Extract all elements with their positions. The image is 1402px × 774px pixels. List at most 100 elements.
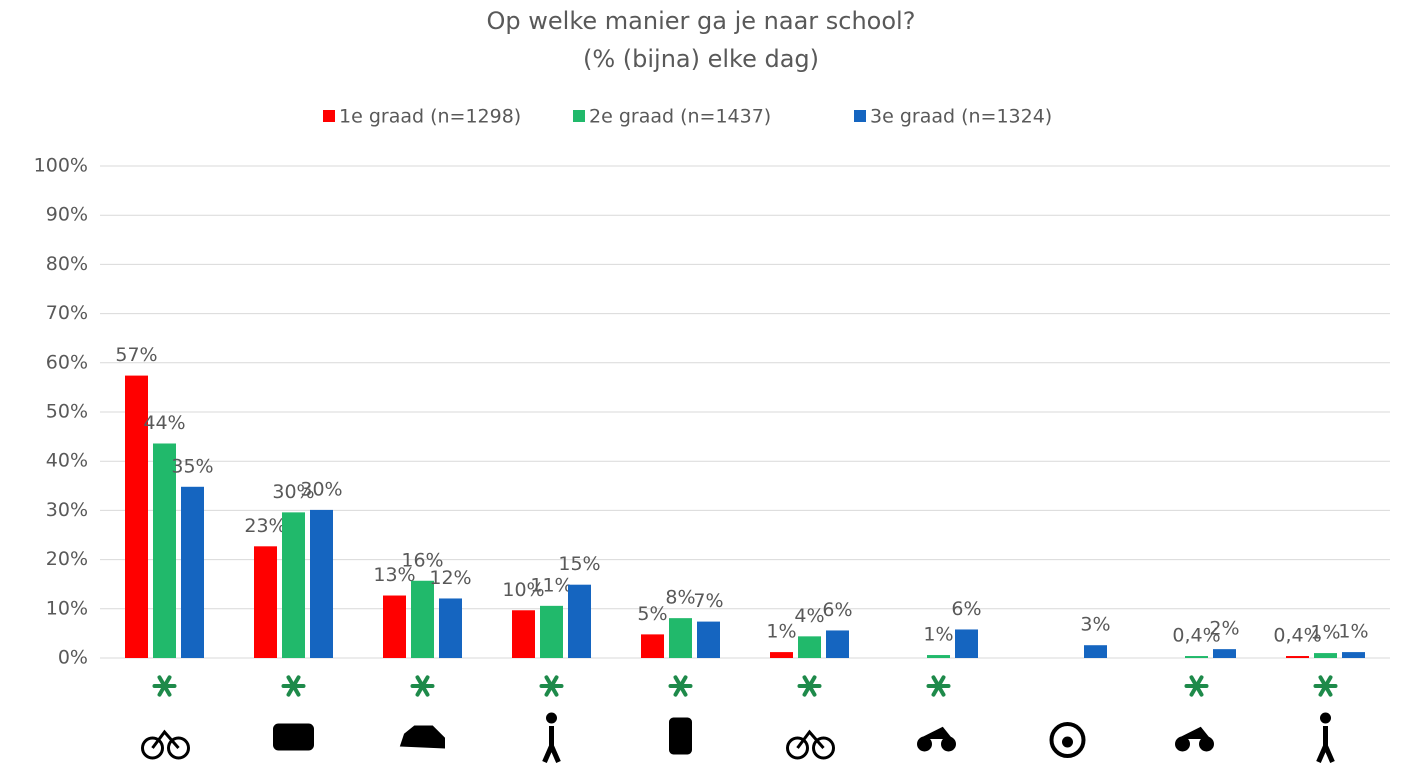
bar xyxy=(282,512,305,658)
data-label: 57% xyxy=(115,344,157,366)
bar xyxy=(770,652,793,658)
bar xyxy=(641,634,664,658)
y-tick-label: 50% xyxy=(46,401,88,423)
data-label: 5% xyxy=(637,603,667,625)
icons xyxy=(141,675,1338,764)
data-label: 23% xyxy=(244,515,286,537)
bar xyxy=(310,509,333,658)
transport-icon xyxy=(399,725,445,749)
transport-icon xyxy=(1049,722,1086,758)
data-label: 1% xyxy=(1338,621,1368,643)
transport-icon xyxy=(786,729,835,760)
wheel xyxy=(812,736,835,760)
bar xyxy=(383,595,406,658)
data-label: 1% xyxy=(1310,622,1340,644)
data-label: 30% xyxy=(272,481,314,503)
data-label: 44% xyxy=(143,412,185,434)
y-tick-label: 30% xyxy=(46,499,88,521)
transport-icon xyxy=(273,723,314,751)
legend-label: 2e graad (n=1437) xyxy=(589,106,771,128)
y-tick-label: 60% xyxy=(46,351,88,373)
asterisk-stroke xyxy=(1189,675,1204,697)
bar xyxy=(411,580,434,658)
bar xyxy=(927,655,950,658)
asterisk xyxy=(152,675,177,697)
legend-swatch xyxy=(323,110,335,122)
wheel xyxy=(786,736,809,760)
bar xyxy=(1286,656,1309,658)
transport-icon xyxy=(542,712,561,764)
steering-wheel xyxy=(1049,722,1086,758)
wheel xyxy=(167,736,190,760)
asterisk xyxy=(410,675,435,697)
bus xyxy=(273,723,314,751)
data-label: 35% xyxy=(171,455,213,477)
bar xyxy=(153,443,176,658)
bar xyxy=(540,605,563,658)
data-label: 10% xyxy=(502,579,544,601)
asterisk xyxy=(539,675,564,697)
data-label: 1% xyxy=(766,621,796,643)
transport-icon xyxy=(669,717,692,755)
wheel xyxy=(917,736,932,752)
head xyxy=(546,712,557,724)
legend-swatch xyxy=(854,110,866,122)
head xyxy=(1320,712,1331,724)
legend-label: 1e graad (n=1298) xyxy=(339,106,521,128)
y-tick-label: 10% xyxy=(46,597,88,619)
data-label: 2% xyxy=(1209,618,1239,640)
asterisk-stroke xyxy=(544,675,559,697)
body xyxy=(542,726,561,764)
transport-icon xyxy=(917,726,956,752)
wheel xyxy=(941,736,956,752)
legend-label: 3e graad (n=1324) xyxy=(870,106,1052,128)
asterisk xyxy=(1184,675,1209,697)
y-tick-label: 80% xyxy=(46,253,88,275)
data-label: 7% xyxy=(693,590,723,612)
asterisk xyxy=(281,675,306,697)
wheel xyxy=(1175,736,1190,752)
bar xyxy=(1213,649,1236,658)
bar xyxy=(1314,653,1337,658)
bar xyxy=(512,610,535,658)
asterisk-stroke xyxy=(802,675,817,697)
bar xyxy=(254,546,277,658)
car xyxy=(399,725,445,749)
data-label: 4% xyxy=(794,605,824,627)
bar xyxy=(439,598,462,658)
moto xyxy=(922,726,953,739)
data-label: 0,4% xyxy=(1273,625,1321,647)
bar xyxy=(798,636,821,658)
transport-icon xyxy=(1316,712,1335,764)
bar xyxy=(826,630,849,658)
data-label: 6% xyxy=(822,599,852,621)
asterisk-stroke xyxy=(1318,675,1333,697)
asterisk xyxy=(926,675,951,697)
frame xyxy=(796,729,825,749)
bar xyxy=(1084,645,1107,658)
transport-icon xyxy=(141,729,190,760)
y-tick-label: 90% xyxy=(46,204,88,226)
asterisk-stroke xyxy=(157,675,172,697)
transport-icon xyxy=(1175,726,1214,752)
data-label: 6% xyxy=(951,598,981,620)
y-tick-label: 40% xyxy=(46,450,88,472)
bar xyxy=(1342,652,1365,658)
data-label: 30% xyxy=(300,478,342,500)
data-label: 13% xyxy=(373,564,415,586)
data-label: 15% xyxy=(558,553,600,575)
y-tick-label: 0% xyxy=(58,647,88,669)
data-label: 16% xyxy=(401,549,443,571)
data-label: 0,4% xyxy=(1172,625,1220,647)
y-tick-label: 70% xyxy=(46,302,88,324)
bar xyxy=(125,375,148,658)
frame xyxy=(151,729,180,749)
bar xyxy=(955,629,978,658)
asterisk-stroke xyxy=(673,675,688,697)
data-label: 8% xyxy=(665,587,695,609)
chart-title: Op welke manier ga je naar school? xyxy=(487,7,916,35)
wheel xyxy=(141,736,164,760)
chart-subtitle: (% (bijna) elke dag) xyxy=(583,45,819,73)
tram xyxy=(669,717,692,755)
